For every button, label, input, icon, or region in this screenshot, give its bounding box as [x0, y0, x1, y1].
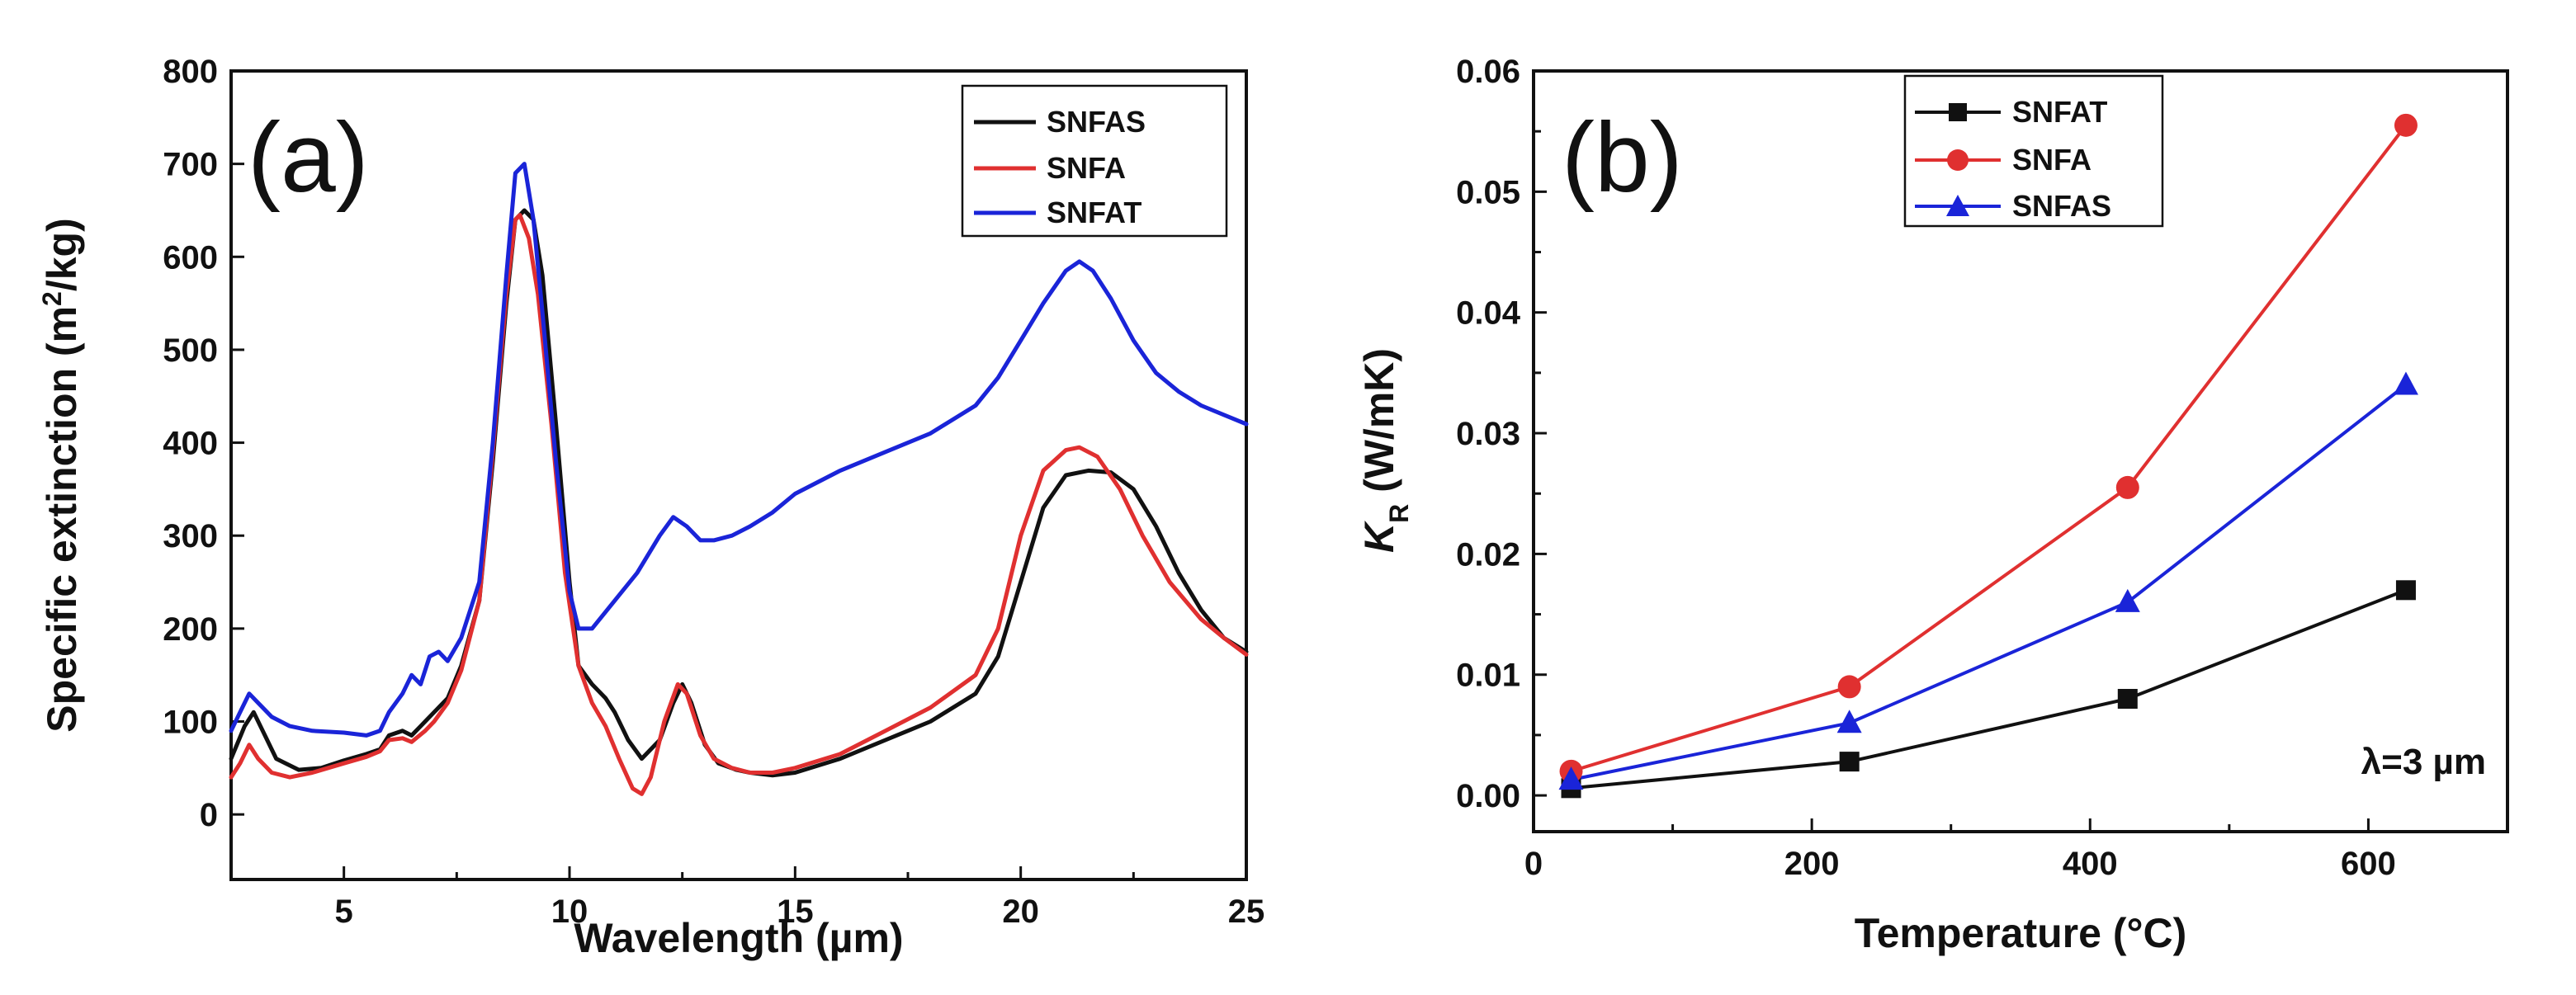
panel-b-ylabel-main: K: [1356, 520, 1402, 553]
panel-b-y-axis-title: KR (W/mK): [1356, 348, 1414, 553]
panel-b-data-point-snfas: [2115, 588, 2140, 612]
panel-a-ticks: 0 100 200 300 400 500 600 700 800 5 10 15 20 25: [163, 54, 1264, 930]
panel-a-legend: SNFAS SNFA SNFAT: [961, 84, 1228, 238]
panel-b-y-tick-label: 0.06: [1456, 54, 1520, 90]
panel-b-data-point-snfat: [2395, 580, 2416, 601]
panel-b-legend-label-snfat: SNFAT: [2012, 95, 2107, 129]
panel-b-data-point-snfa: [2115, 475, 2139, 499]
panel-a-ylabel-prefix: Specific extinction (m: [39, 306, 85, 733]
panel-b-y-tick-label: 0.04: [1456, 295, 1521, 332]
panel-a-plot-frame: [229, 69, 1248, 881]
panel-a-y-tick-label: 100: [163, 705, 218, 741]
panel-b-data-point-snfas: [1836, 710, 1862, 733]
panel-a-chart: 0 100 200 300 400 500 600 700 800 5 10 15 20 25 (a) W…: [37, 54, 1264, 961]
panel-a-y-tick-label: 600: [163, 239, 218, 276]
panel-b-legend-label-snfa: SNFA: [2012, 143, 2092, 177]
panel-a-x-tick-label: 25: [1228, 894, 1265, 930]
panel-b-chart: 0.00 0.01 0.02 0.03 0.04 0.05 0.06 0 200 400 600 (…: [1356, 54, 2509, 956]
panel-a-y-tick-label: 500: [163, 332, 218, 369]
panel-b-y-tick-label: 0.03: [1456, 416, 1520, 452]
panel-b-ylabel-suffix: (W/mK): [1356, 348, 1402, 504]
panel-b-plot-frame: [1532, 69, 2509, 833]
panel-b-legend-box: [1903, 74, 2164, 228]
panel-b-legend-label-snfas: SNFAS: [2012, 189, 2111, 223]
panel-b-legend: SNFAT SNFA SNFAS: [1903, 74, 2164, 228]
panel-a-y-tick-label: 800: [163, 54, 218, 90]
panel-b-x-tick-label: 600: [2341, 846, 2396, 882]
panel-b-legend-marker-snfas: [1946, 195, 1969, 216]
panel-b-y-tick-label: 0.00: [1456, 778, 1520, 814]
panel-b-data-point-snfa: [2394, 113, 2418, 137]
panel-b-ylabel-sub: R: [1384, 504, 1414, 523]
panel-b-x-tick-label: 200: [1784, 846, 1840, 882]
panel-b-data-point-snfas: [1558, 766, 1584, 790]
panel-a-x-tick-label: 5: [335, 894, 353, 930]
panel-b-y-tick-label: 0.05: [1456, 174, 1520, 210]
panel-a-y-tick-label: 200: [163, 611, 218, 648]
panel-a-series-line-snfat: [229, 162, 1249, 738]
panel-b-legend-marker-snfa: [1947, 149, 1969, 171]
panel-b-series-lines: [1569, 123, 2408, 790]
panel-b-x-tick-label: 0: [1524, 846, 1543, 882]
panel-a-y-tick-label: 0: [200, 797, 218, 833]
panel-a-y-tick-label: 400: [163, 426, 218, 462]
panel-a-letter: (a): [248, 102, 369, 213]
panel-a-x-tick-label: 15: [777, 894, 814, 930]
panel-b-y-tick-label: 0.02: [1456, 536, 1520, 573]
panel-a-series-lines: [229, 162, 1249, 796]
panel-b-y-tick-label: 0.01: [1456, 658, 1520, 694]
panel-b-data-point-snfat: [2117, 689, 2138, 710]
panel-a-ylabel-sup: 2: [37, 291, 67, 306]
panel-b-x-tick-label: 400: [2063, 846, 2118, 882]
panel-b-series-markers: [1558, 113, 2418, 799]
panel-a-x-tick-label: 20: [1002, 894, 1039, 930]
panel-a-x-tick-label: 10: [551, 894, 588, 930]
panel-a-series-line-snfa: [229, 213, 1249, 796]
panel-a-legend-label-snfat: SNFAT: [1047, 196, 1141, 229]
panel-b-legend-marker-snfat: [1949, 103, 1967, 121]
panel-a-y-tick-label: 300: [163, 518, 218, 554]
panel-b-annotation: λ=3 µm: [2361, 742, 2486, 782]
panel-b-data-point-snfat: [1839, 752, 1860, 772]
panel-b-series-line-snfas: [1569, 383, 2408, 782]
panel-a-y-tick-label: 700: [163, 147, 218, 183]
panel-b-letter: (b): [1562, 102, 1683, 213]
panel-b-data-point-snfa: [1837, 675, 1861, 699]
panel-a-ylabel-suffix: /kg): [39, 218, 85, 291]
panel-b-data-point-snfas: [2393, 371, 2418, 395]
panel-b-x-axis-title: Temperature (°C): [1855, 910, 2186, 956]
panel-a-legend-label-snfas: SNFAS: [1047, 105, 1146, 139]
panel-a-y-axis-title: Specific extinction (m2/kg): [37, 218, 85, 732]
panel-b-series-line-snfat: [1569, 588, 2408, 790]
panel-b-series-line-snfa: [1569, 123, 2408, 773]
panel-a-x-axis-title: Wavelength (µm): [574, 915, 903, 961]
panel-a-legend-label-snfa: SNFA: [1047, 151, 1126, 185]
panel-a-series-line-snfas: [229, 208, 1249, 778]
panel-b-ticks: 0.00 0.01 0.02 0.03 0.04 0.05 0.06 0 200 400 600: [1456, 54, 2396, 882]
